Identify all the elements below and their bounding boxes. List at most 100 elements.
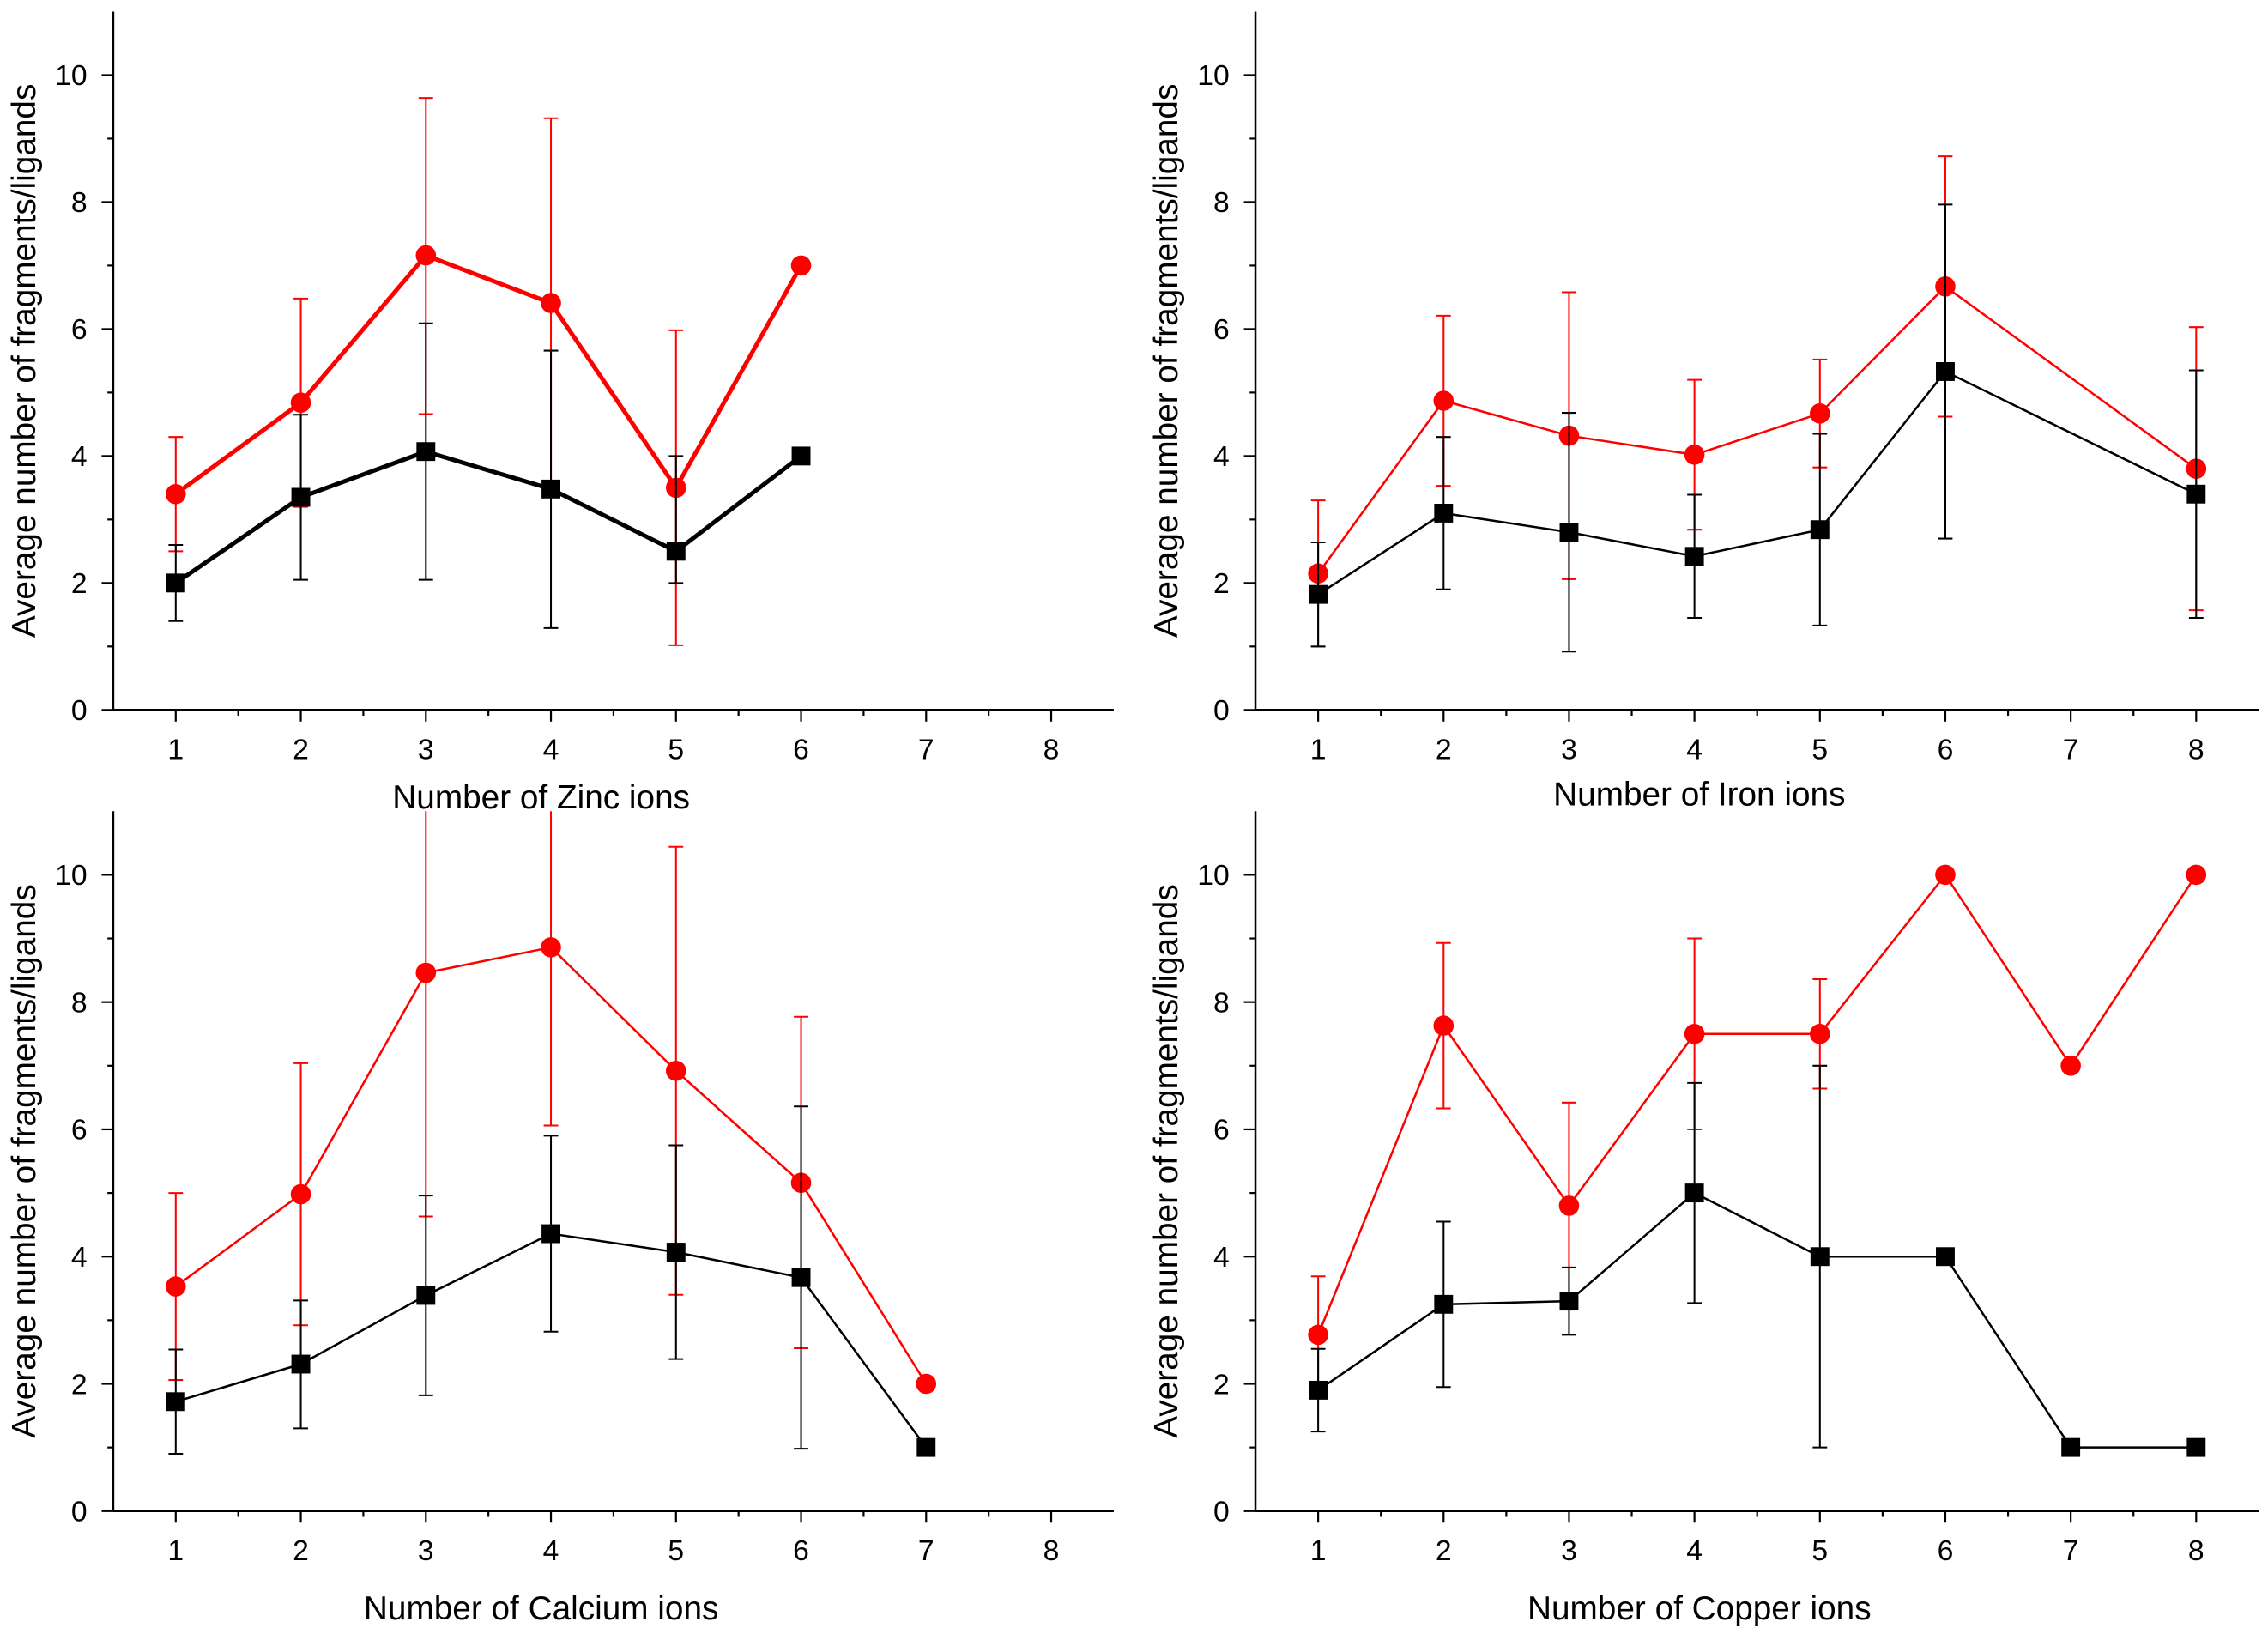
y-tick-label: 10: [55, 860, 87, 892]
x-tick-label: 8: [1043, 735, 1060, 766]
x-tick-label: 3: [1561, 735, 1577, 766]
series-black-squares: [1309, 203, 2206, 653]
y-tick-label: 10: [55, 60, 87, 92]
y-tick-label: 4: [1213, 441, 1230, 473]
x-tick-label: 2: [1436, 1535, 1452, 1567]
data-point: [541, 479, 560, 499]
data-point: [1810, 403, 1830, 424]
series-line: [174, 252, 803, 496]
data-point: [1558, 1195, 1580, 1216]
data-point: [666, 542, 686, 561]
x-tick-label: 2: [293, 1535, 309, 1567]
data-point: [166, 1392, 185, 1412]
x-tick-label: 6: [793, 1535, 809, 1567]
data-point: [1433, 390, 1455, 411]
x-axis-title: Number of Calcium ions: [364, 1590, 718, 1627]
y-axis-title: Average number of fragments/ligands: [1148, 84, 1185, 638]
y-tick-label: 0: [1213, 1497, 1230, 1528]
data-point: [1684, 1183, 1704, 1203]
x-tick-label: 1: [1310, 735, 1327, 766]
series-line: [1317, 1191, 2197, 1449]
data-point: [416, 442, 436, 462]
data-point: [415, 245, 437, 266]
x-tick-label: 5: [668, 1535, 684, 1567]
data-point: [166, 573, 185, 593]
data-point: [2061, 1437, 2081, 1457]
y-tick-label: 6: [1213, 314, 1230, 346]
data-point: [416, 1286, 436, 1305]
y-axis-title: Average number of fragments/ligands: [1148, 884, 1185, 1437]
data-point: [1936, 362, 1955, 381]
x-tick-label: 7: [2063, 735, 2079, 766]
data-point: [916, 1373, 937, 1395]
x-tick-label: 8: [2188, 1535, 2204, 1567]
data-point: [166, 483, 186, 505]
x-tick-label: 6: [1938, 1535, 1954, 1567]
x-tick-label: 8: [2188, 735, 2204, 766]
x-tick-label: 7: [918, 735, 934, 766]
data-point: [541, 1224, 560, 1244]
data-point: [1684, 1023, 1705, 1044]
x-tick-label: 1: [167, 1535, 184, 1567]
data-point: [1559, 1292, 1579, 1311]
data-point: [666, 1243, 686, 1262]
x-tick-label: 4: [1686, 1535, 1703, 1567]
data-point: [541, 937, 561, 958]
data-point: [1810, 520, 1830, 540]
x-tick-label: 6: [1938, 735, 1954, 766]
x-tick-label: 3: [418, 1535, 434, 1567]
y-tick-label: 6: [1213, 1115, 1230, 1147]
y-tick-label: 8: [71, 987, 88, 1019]
x-axis-title: Number of Copper ions: [1527, 1590, 1872, 1627]
y-tick-label: 2: [71, 568, 88, 600]
x-tick-label: 6: [793, 735, 809, 766]
x-tick-label: 7: [2063, 1535, 2079, 1567]
x-axis-title: Number of Iron ions: [1553, 777, 1845, 814]
data-point: [290, 1183, 311, 1205]
y-tick-label: 8: [71, 187, 88, 219]
data-point: [291, 487, 311, 507]
data-point: [916, 1437, 936, 1457]
data-point: [291, 1354, 311, 1374]
data-point: [290, 392, 311, 414]
y-tick-label: 8: [1213, 187, 1230, 219]
series-black-squares: [166, 322, 811, 629]
y-tick-label: 6: [71, 1115, 88, 1147]
y-tick-label: 10: [1197, 60, 1229, 92]
x-tick-label: 1: [1310, 1535, 1327, 1567]
data-point: [1684, 445, 1705, 465]
y-tick-label: 2: [71, 1369, 88, 1401]
y-axis-title: Average number of fragments/ligands: [6, 84, 43, 638]
data-point: [1684, 547, 1704, 566]
data-point: [415, 962, 437, 983]
x-tick-label: 7: [918, 1535, 934, 1567]
data-point: [1309, 584, 1328, 604]
x-tick-label: 8: [1043, 1535, 1060, 1567]
x-tick-label: 2: [1436, 735, 1452, 766]
y-tick-label: 0: [71, 695, 88, 727]
y-tick-label: 0: [1213, 695, 1230, 727]
data-point: [541, 293, 561, 313]
x-axis-title: Number of Zinc ions: [392, 779, 690, 816]
y-tick-label: 4: [71, 1242, 88, 1274]
data-point: [2186, 484, 2206, 504]
series-line: [174, 449, 803, 585]
data-point: [1936, 1247, 1955, 1267]
y-tick-label: 4: [1213, 1242, 1230, 1274]
y-tick-label: 8: [1213, 987, 1230, 1019]
x-tick-label: 5: [668, 735, 684, 766]
x-tick-label: 5: [1811, 1535, 1828, 1567]
y-tick-label: 4: [71, 441, 88, 473]
data-point: [1810, 1023, 1830, 1044]
data-point: [1309, 1380, 1328, 1400]
data-point: [665, 1060, 686, 1081]
series-line: [1316, 873, 2198, 1335]
y-tick-label: 10: [1197, 860, 1229, 892]
y-tick-label: 0: [71, 1497, 88, 1528]
series-black-squares: [1309, 1064, 2206, 1457]
